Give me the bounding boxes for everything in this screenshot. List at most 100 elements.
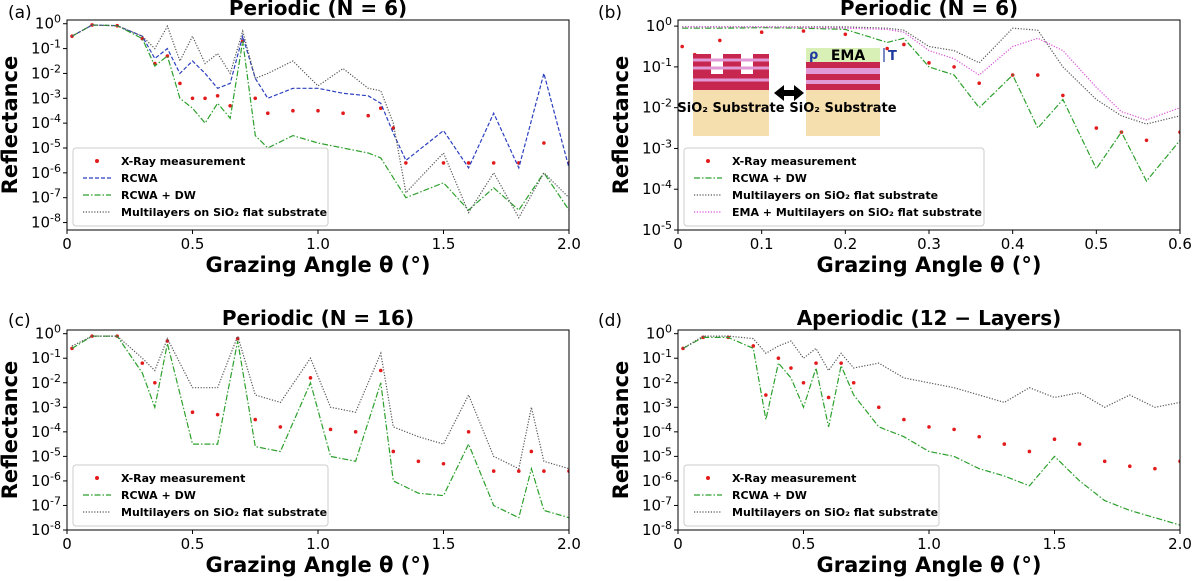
chart-title: Periodic (N = 6)	[840, 0, 1018, 20]
data-point	[466, 161, 471, 165]
data-point	[203, 96, 207, 101]
y-tick-label: 10-7	[31, 494, 61, 514]
series-line-2	[682, 335, 1180, 408]
data-point	[542, 469, 546, 473]
x-axis-label: Grazing Angle θ (°)	[206, 553, 431, 577]
y-tick-label: 10-5	[31, 137, 61, 157]
y-tick-label: 10-2	[31, 372, 61, 392]
y-tick-label: 100	[646, 323, 672, 343]
data-point	[253, 417, 258, 422]
y-tick-label: 10-2	[642, 372, 672, 392]
y-tick-label: 10-5	[642, 445, 672, 465]
legend-entry-label: Multilayers on SiO₂ flat substrate	[732, 506, 938, 519]
data-point	[366, 113, 371, 118]
legend-entry-label: RCWA + DW	[732, 172, 807, 185]
legend-entry-label: RCWA + DW	[121, 189, 196, 202]
data-point	[927, 425, 931, 429]
y-tick-label: 100	[35, 323, 61, 343]
data-point	[801, 29, 806, 33]
legend-box	[683, 147, 985, 227]
legend-marker	[95, 159, 99, 163]
y-axis-label: Reflectance	[609, 361, 633, 500]
data-point	[1061, 93, 1065, 98]
x-tick-label: 1.5	[1043, 535, 1067, 553]
data-point	[378, 368, 383, 373]
data-point	[839, 361, 843, 365]
data-point	[843, 32, 848, 37]
data-point	[491, 469, 496, 473]
data-point	[441, 161, 446, 165]
data-point	[466, 430, 471, 434]
substrate-label-left: SiO₂ Substrate	[677, 101, 784, 116]
legend-entry-label: X-Ray measurement	[121, 472, 245, 485]
legend-box	[72, 147, 329, 227]
data-point	[416, 459, 421, 464]
data-point	[178, 81, 182, 86]
legend-entry-label: EMA + Multilayers on SiO₂ flat substrate	[732, 206, 982, 219]
series-group	[680, 26, 1180, 183]
data-point	[190, 96, 195, 101]
data-point	[902, 417, 906, 422]
data-point	[215, 412, 220, 417]
data-point	[814, 361, 818, 365]
chart-title: Periodic (N = 16)	[222, 306, 414, 330]
multilayer-stripe	[806, 62, 880, 68]
data-point	[759, 30, 764, 35]
multilayer-stripe	[806, 74, 880, 80]
data-point	[253, 96, 258, 101]
series-line-1	[682, 27, 1180, 183]
y-axis-label: Reflectance	[0, 361, 22, 500]
data-point	[927, 61, 931, 65]
x-tick-label: 2.0	[1168, 535, 1192, 553]
panel-label: (c)	[8, 311, 31, 331]
x-tick-label: 0	[673, 235, 683, 253]
data-point	[826, 395, 831, 400]
data-point	[308, 376, 313, 380]
substrate-block-left	[693, 90, 769, 136]
y-tick-label: 10-1	[642, 347, 672, 367]
substrate-label-right: SiO₂ Substrate	[789, 101, 896, 116]
y-tick-label: 10-6	[31, 162, 61, 182]
y-tick-label: 10-7	[31, 187, 61, 207]
legend: X-Ray measurement RCWA + DW Multilayers on…	[683, 147, 985, 227]
y-tick-label: 10-7	[642, 494, 672, 514]
data-point	[680, 44, 684, 49]
y-tick-label: 10-4	[642, 178, 672, 198]
chart-panel-2: (c) Periodic (N = 16) Grazing Angle θ (°) R…	[0, 306, 581, 577]
series-line-1	[682, 336, 1180, 526]
x-tick-label: 0.1	[750, 235, 774, 253]
t-label: T	[888, 49, 897, 64]
panel-label: (a)	[8, 3, 32, 23]
data-point	[751, 344, 756, 348]
data-point	[517, 469, 521, 473]
data-point	[885, 46, 889, 51]
series-line-3	[71, 24, 569, 219]
series-line-2	[71, 334, 569, 470]
chart-title: Aperiodic (12 − Layers)	[797, 306, 1062, 330]
x-tick-label: 0.3	[917, 235, 941, 253]
y-tick-label: 100	[646, 15, 672, 35]
x-tick-label: 0.5	[792, 535, 816, 553]
multilayer-stripe	[806, 68, 880, 74]
panel-label: (b)	[598, 3, 622, 23]
x-tick-label: 0.5	[181, 535, 205, 553]
x-tick-label: 0	[62, 535, 72, 553]
double-arrow-icon	[774, 85, 804, 101]
legend-box	[683, 464, 940, 527]
y-tick-label: 10-4	[31, 421, 61, 441]
data-point	[391, 449, 396, 454]
x-tick-label: 1.0	[917, 535, 941, 553]
data-point	[215, 93, 220, 98]
legend-entry-label: X-Ray measurement	[121, 155, 245, 168]
data-point	[1094, 126, 1099, 130]
y-tick-label: 10-8	[642, 519, 672, 539]
x-tick-label: 0.2	[833, 235, 857, 253]
data-point	[764, 393, 768, 397]
y-tick-label: 10-5	[642, 219, 672, 239]
y-axis-label: Reflectance	[0, 56, 22, 195]
data-point	[1077, 442, 1082, 446]
legend: X-Ray measurement RCWA + DW Multilayers on…	[72, 464, 329, 527]
y-tick-label: 100	[35, 13, 61, 33]
data-point	[328, 427, 333, 432]
y-tick-label: 10-5	[31, 445, 61, 465]
